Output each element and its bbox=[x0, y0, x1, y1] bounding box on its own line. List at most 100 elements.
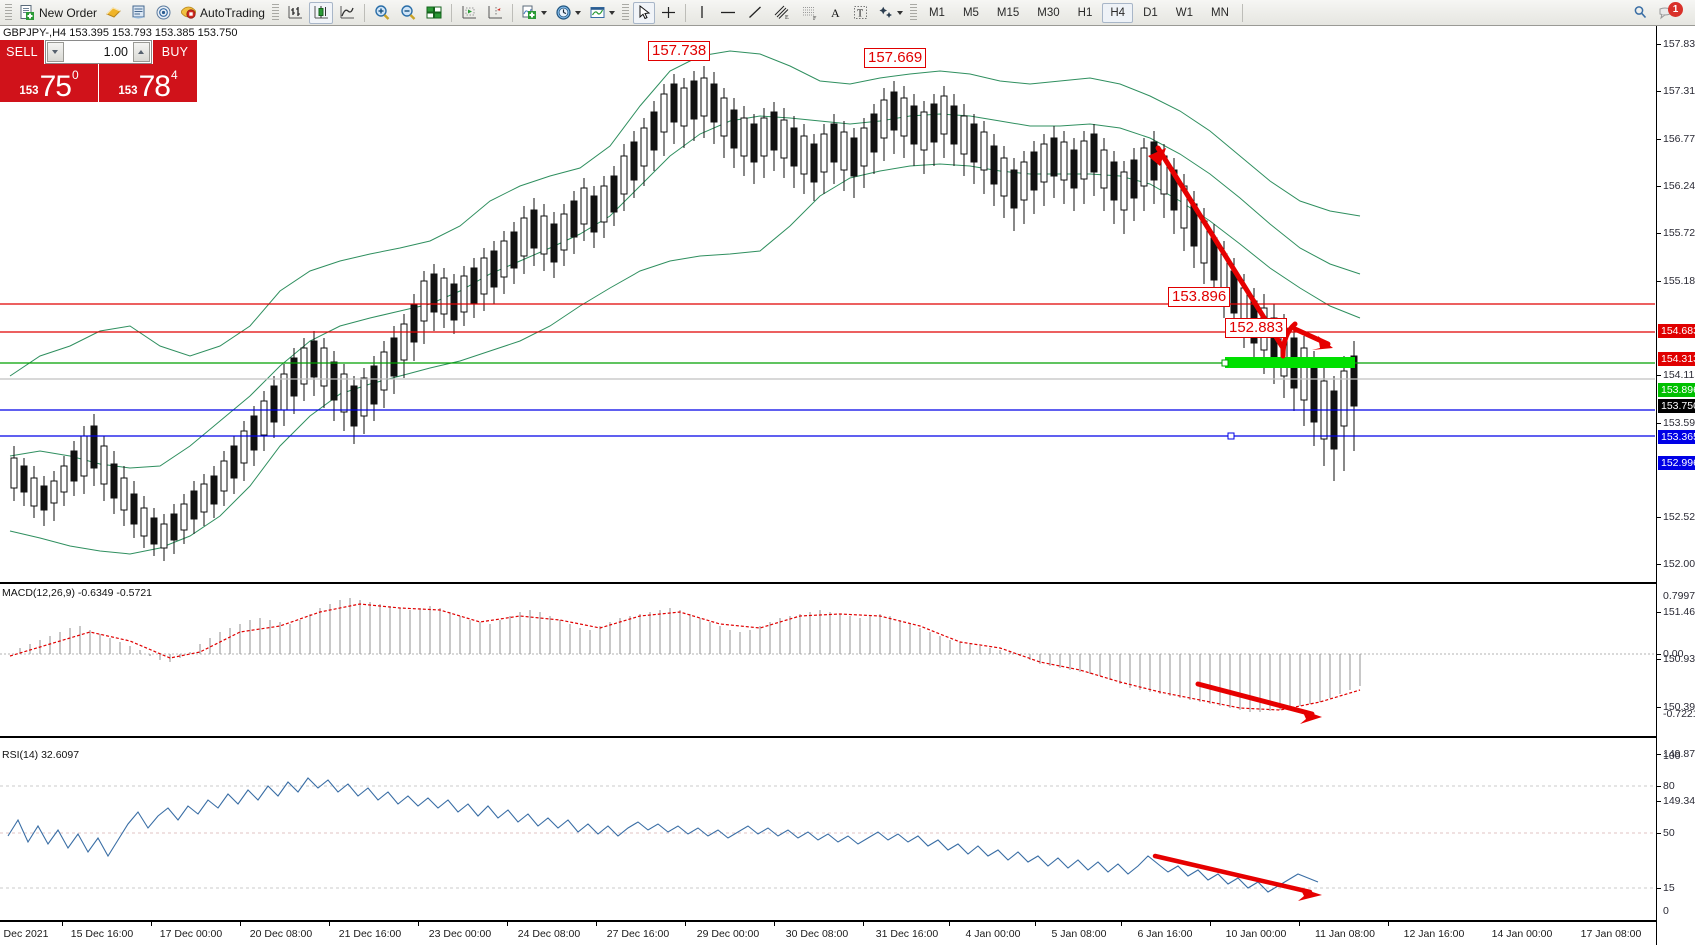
svg-text:T: T bbox=[857, 9, 863, 20]
price-tag-153896[interactable]: 153.896 bbox=[1658, 383, 1695, 397]
rsi-scale-label: 15 bbox=[1663, 882, 1675, 894]
auto-scroll-button[interactable] bbox=[457, 2, 481, 24]
volume-decrease-button[interactable] bbox=[47, 42, 64, 62]
price-tag-152996[interactable]: 152.996 bbox=[1658, 456, 1695, 470]
level-handle-152996 bbox=[1227, 432, 1235, 440]
price-pane[interactable]: 157.738 157.669 153.896 152.883 bbox=[0, 26, 1655, 583]
text-button[interactable]: A bbox=[825, 2, 847, 24]
indicators-dropdown-caret[interactable] bbox=[540, 10, 547, 15]
price-tag-153365[interactable]: 153.365 bbox=[1658, 430, 1695, 444]
volume-value[interactable]: 1.00 bbox=[103, 45, 128, 59]
annotation-153896[interactable]: 153.896 bbox=[1168, 287, 1231, 307]
sell-price-display[interactable]: 153 75 0 bbox=[0, 64, 98, 102]
time-label: 14 Jan 00:00 bbox=[1491, 928, 1553, 940]
volume-increase-button[interactable] bbox=[133, 42, 150, 62]
time-scale[interactable]: Dec 2021 15 Dec 16:00 17 Dec 00:00 20 De… bbox=[0, 922, 1655, 945]
time-label: 21 Dec 16:00 bbox=[338, 928, 402, 940]
macd-pane[interactable]: MACD(12,26,9) -0.6349 -0.5721 bbox=[0, 586, 1655, 734]
price-scale[interactable]: 157.835 157.310 156.770 156.245 155.720 … bbox=[1656, 26, 1695, 945]
pane-divider-macd-rsi bbox=[0, 736, 1695, 738]
time-tick bbox=[62, 922, 63, 926]
templates-dropdown-caret[interactable] bbox=[608, 10, 615, 15]
price-label: 150.935 bbox=[1663, 653, 1695, 665]
annotation-157669[interactable]: 157.669 bbox=[864, 48, 927, 68]
timeframe-m1[interactable]: M1 bbox=[928, 6, 945, 19]
fibonacci-button[interactable]: F bbox=[797, 2, 823, 24]
expert-advisors-button[interactable] bbox=[102, 2, 125, 24]
crosshair-button[interactable] bbox=[657, 2, 680, 24]
chart-symbol-header: GBPJPY-,H4 153.395 153.793 153.385 153.7… bbox=[3, 27, 238, 39]
chart-canvas[interactable]: GBPJPY-,H4 153.395 153.793 153.385 153.7… bbox=[0, 26, 1695, 945]
time-label: 17 Dec 00:00 bbox=[159, 928, 223, 940]
data-window-button[interactable] bbox=[127, 2, 150, 24]
rsi-pane[interactable]: RSI(14) 32.6097 bbox=[0, 748, 1655, 918]
tile-windows-button[interactable] bbox=[422, 2, 446, 24]
period-dropdown-caret[interactable] bbox=[574, 10, 581, 15]
trendline-button[interactable] bbox=[743, 2, 767, 24]
price-label: 152.000 bbox=[1663, 558, 1695, 570]
objects-icon bbox=[879, 6, 892, 18]
rsi-scale-tick bbox=[1657, 888, 1661, 889]
price-label: 156.245 bbox=[1663, 180, 1695, 192]
volume-stepper[interactable]: 1.00 bbox=[45, 40, 152, 64]
time-label: 31 Dec 16:00 bbox=[875, 928, 939, 940]
sell-button[interactable]: SELL bbox=[0, 40, 44, 64]
period-button[interactable] bbox=[552, 2, 584, 24]
timeframe-m15[interactable]: M15 bbox=[996, 6, 1020, 19]
objects-button[interactable] bbox=[874, 2, 906, 24]
candlestick-series bbox=[10, 66, 1358, 561]
vertical-line-button[interactable] bbox=[691, 2, 713, 24]
toolbar-grip[interactable] bbox=[5, 3, 12, 22]
bar-chart-button[interactable] bbox=[283, 2, 307, 24]
candlestick-chart-button[interactable] bbox=[308, 1, 333, 24]
timeframe-m5[interactable]: M5 bbox=[962, 6, 979, 19]
line-chart-button[interactable] bbox=[335, 2, 359, 24]
time-tick bbox=[685, 922, 686, 926]
timeframe-h4[interactable]: H4 bbox=[1102, 2, 1134, 23]
annotation-152883[interactable]: 152.883 bbox=[1225, 318, 1288, 338]
chart-shift-button[interactable] bbox=[483, 2, 507, 24]
timeframe-m30[interactable]: M30 bbox=[1037, 6, 1060, 19]
timeframe-d1[interactable]: D1 bbox=[1143, 6, 1158, 19]
search-button[interactable] bbox=[1629, 2, 1652, 24]
toolbar-grip-2[interactable] bbox=[271, 3, 279, 22]
price-tick bbox=[1657, 754, 1661, 755]
equidistant-channel-button[interactable]: E bbox=[769, 2, 795, 24]
one-click-trading-panel[interactable]: SELL 1.00 BUY 153 75 0 153 78 4 bbox=[0, 40, 197, 102]
rsi-line bbox=[7, 777, 1319, 893]
navigator-button[interactable] bbox=[152, 2, 175, 24]
timeframe-w1[interactable]: W1 bbox=[1175, 6, 1194, 19]
buy-price-prefix: 153 bbox=[118, 85, 138, 97]
price-label: 149.345 bbox=[1663, 795, 1695, 807]
zoom-in-button[interactable] bbox=[370, 2, 394, 24]
zoom-in-icon bbox=[375, 5, 390, 20]
timeframe-mn[interactable]: MN bbox=[1211, 6, 1229, 19]
toolbar-grip-4[interactable] bbox=[909, 3, 917, 22]
horizontal-line-button[interactable] bbox=[715, 2, 741, 24]
notifications-button[interactable]: 1 bbox=[1654, 1, 1686, 24]
zoom-out-button[interactable] bbox=[396, 2, 420, 24]
price-tick bbox=[1657, 423, 1661, 424]
templates-button[interactable] bbox=[586, 2, 618, 24]
price-tag-current[interactable]: 153.750 bbox=[1658, 399, 1695, 413]
cursor-button[interactable] bbox=[632, 1, 655, 24]
price-tag-154683[interactable]: 154.683 bbox=[1658, 324, 1695, 338]
time-tick bbox=[151, 922, 152, 926]
buy-price-display[interactable]: 153 78 4 bbox=[99, 64, 197, 102]
timeframe-h1[interactable]: H1 bbox=[1077, 6, 1093, 19]
price-tick bbox=[1657, 281, 1661, 282]
indicators-button[interactable] bbox=[518, 2, 550, 24]
price-tick bbox=[1657, 659, 1661, 660]
price-label: 154.115 bbox=[1663, 369, 1695, 381]
new-order-button[interactable]: New Order bbox=[16, 2, 100, 24]
objects-dropdown-caret[interactable] bbox=[896, 10, 903, 15]
autotrading-button[interactable]: AutoTrading bbox=[177, 2, 268, 24]
text-label-button[interactable]: T bbox=[849, 2, 872, 24]
toolbar-grip-3[interactable] bbox=[621, 3, 629, 22]
toolbar-separator-4 bbox=[684, 3, 686, 22]
annotation-157738[interactable]: 157.738 bbox=[648, 41, 711, 61]
sell-price-fraction: 0 bbox=[71, 68, 79, 82]
price-tag-154313[interactable]: 154.313 bbox=[1658, 352, 1695, 366]
price-tick bbox=[1657, 186, 1661, 187]
buy-button[interactable]: BUY bbox=[153, 40, 197, 64]
